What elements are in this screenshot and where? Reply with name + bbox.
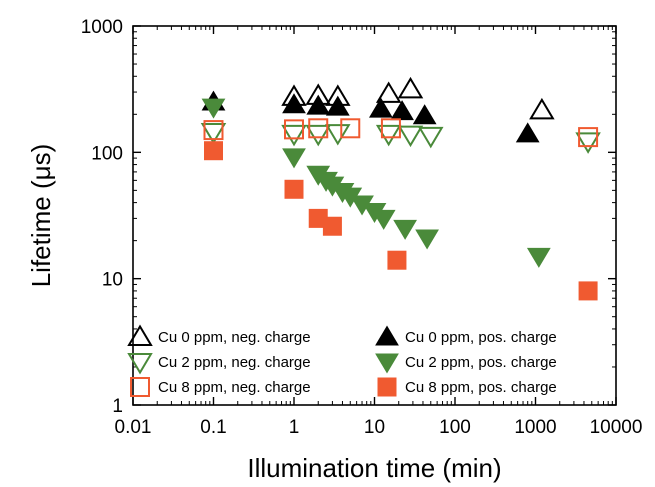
data-point: [393, 219, 417, 240]
x-tick-label: 100: [439, 417, 471, 438]
legend-marker: [377, 377, 397, 397]
data-point: [305, 124, 331, 147]
data-point: [284, 179, 304, 199]
axis-tick-labels: 0.01 0.1 1 10 100 1000 10000 1 10 100 1000: [81, 17, 643, 438]
data-point: [322, 216, 342, 236]
data-point: [284, 119, 304, 140]
x-tick-label: 1: [289, 417, 300, 438]
y-tick-label: 100: [91, 143, 123, 164]
y-tick-label: 1000: [81, 17, 123, 38]
legend-label: Cu 0 ppm, neg. charge: [158, 329, 311, 346]
data-point: [325, 124, 351, 146]
data-point: [578, 281, 598, 301]
legend: Cu 0 ppm, neg. charge Cu 0 ppm, pos. char…: [127, 324, 557, 397]
x-tick-label: 10000: [590, 417, 643, 438]
data-point: [412, 104, 437, 125]
y-tick-label: 10: [102, 270, 123, 291]
legend-marker: [127, 353, 153, 375]
x-axis-title: Illumination time (min): [247, 453, 501, 483]
legend-item: Cu 8 ppm, neg. charge: [130, 377, 311, 397]
data-point: [390, 100, 414, 121]
axis-ticks: [132, 25, 617, 406]
data-point: [375, 81, 402, 103]
data-point: [526, 247, 551, 268]
legend-item: Cu 2 ppm, neg. charge: [127, 353, 311, 375]
legend-marker: [375, 353, 399, 374]
data-point: [578, 127, 599, 148]
x-tick-label: 10: [364, 417, 385, 438]
series-5: [204, 141, 598, 301]
legend-label: Cu 8 ppm, pos. charge: [405, 379, 557, 396]
legend-marker: [375, 325, 399, 346]
y-axis-title: Lifetime (μs): [26, 144, 56, 288]
legend-marker: [127, 324, 153, 346]
data-point: [282, 148, 306, 169]
data-point: [529, 97, 555, 120]
data-point: [397, 76, 424, 99]
data-point: [368, 97, 393, 118]
data-point: [380, 118, 401, 139]
data-point: [375, 124, 402, 147]
legend-label: Cu 8 ppm, neg. charge: [158, 379, 311, 396]
legend-item: Cu 2 ppm, pos. charge: [375, 353, 557, 374]
data-point: [415, 229, 439, 250]
x-tick-label: 0.1: [200, 417, 226, 438]
series-4: [203, 118, 599, 148]
data-point: [282, 93, 306, 114]
data-point: [203, 120, 224, 141]
legend-label: Cu 2 ppm, neg. charge: [158, 354, 311, 371]
data-point: [204, 141, 223, 161]
legend-item: Cu 0 ppm, pos. charge: [375, 325, 557, 346]
data-point: [308, 118, 329, 139]
x-tick-label: 1000: [514, 417, 556, 438]
data-point: [201, 98, 226, 119]
legend-item: Cu 8 ppm, pos. charge: [377, 377, 557, 397]
data-point: [387, 250, 407, 270]
x-tick-label: 0.01: [115, 417, 152, 438]
series-2: [200, 122, 601, 154]
data-markers: [200, 76, 601, 301]
legend-label: Cu 2 ppm, pos. charge: [405, 354, 557, 371]
data-point: [340, 118, 361, 139]
data-point: [515, 122, 540, 143]
data-point: [325, 95, 350, 116]
legend-marker: [130, 377, 150, 397]
data-point: [200, 122, 227, 145]
y-tick-label: 1: [112, 396, 123, 417]
legend-item: Cu 0 ppm, neg. charge: [127, 324, 311, 346]
data-point: [371, 209, 396, 230]
series-3: [201, 98, 551, 268]
data-point: [575, 132, 601, 154]
legend-label: Cu 0 ppm, pos. charge: [405, 329, 557, 346]
data-point: [418, 126, 444, 149]
data-point: [281, 124, 307, 147]
data-point: [397, 125, 424, 148]
data-point: [306, 94, 331, 115]
